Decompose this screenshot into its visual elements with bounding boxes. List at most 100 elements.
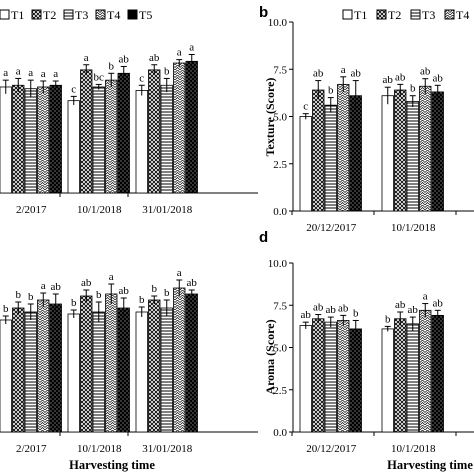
bar-t1 [0, 86, 12, 194]
y-tick-label: 0.0 [273, 427, 287, 439]
significance-letter: b [164, 287, 170, 299]
significance-letter: a [84, 52, 89, 64]
y-tick-label: 5.0 [273, 343, 287, 355]
bar-t5 [185, 60, 198, 194]
ylabel-texture: Texture (Score) [263, 78, 277, 157]
legend-right-label-t3: T3 [422, 8, 435, 22]
legend-left-label-t5: T5 [139, 8, 152, 22]
legend-left-item-t4: T4 [95, 8, 120, 22]
x-tick-label: 20/12/2017 [306, 443, 357, 455]
significance-letter: ab [351, 68, 362, 80]
bar-t5 [431, 91, 444, 212]
significance-letter: a [109, 271, 114, 283]
bar-t3 [24, 88, 37, 194]
significance-letter: b [139, 294, 145, 306]
significance-letter: b [328, 85, 334, 97]
xlabel-right: Harvesting time [387, 458, 473, 472]
y-tick-label: 5.0 [273, 112, 287, 124]
bar-t2 [148, 299, 161, 433]
x-tick-label: 2/2017 [16, 204, 47, 216]
significance-letter: b [109, 60, 115, 72]
significance-letter: c [71, 83, 76, 95]
bar-t1 [381, 95, 394, 212]
bar-t5 [349, 95, 362, 212]
legend-left-item-t1: T1 [0, 8, 24, 22]
bar-t2 [312, 89, 325, 212]
bar-t5 [117, 72, 130, 194]
bar-t2 [394, 318, 407, 433]
x-tick-label: 2/2017 [16, 443, 47, 455]
significance-letter: a [3, 67, 8, 79]
significance-letter: ab [149, 52, 160, 64]
significance-letter: b [164, 65, 170, 77]
y-tick-label: 10.0 [268, 258, 288, 270]
significance-letter: ab [119, 285, 130, 297]
significance-letter: b [3, 303, 9, 315]
significance-letter: a [189, 41, 194, 53]
legend-left-item-t2: T2 [31, 8, 56, 22]
bar-t1 [381, 328, 394, 433]
legend-right-label-t4: T4 [456, 8, 469, 22]
significance-letter: ab [395, 299, 406, 311]
bar-t3 [24, 311, 37, 433]
x-tick-label: 10/1/2018 [391, 443, 436, 455]
bar-t4 [419, 309, 432, 433]
significance-letter: b [28, 291, 34, 303]
bar-t2 [312, 318, 325, 433]
significance-letter: ab [420, 66, 431, 78]
x-tick-label: 31/01/2018 [142, 204, 193, 216]
bar-t5 [49, 303, 62, 433]
x-tick-label: 31/01/2018 [142, 443, 193, 455]
bar-t1 [67, 100, 80, 194]
legend-left-label-t1: T1 [11, 8, 24, 22]
y-tick-label: 10.0 [268, 17, 288, 29]
legend-left-label-t4: T4 [107, 8, 120, 22]
bar-t3 [406, 100, 419, 212]
bar-t2 [80, 295, 93, 433]
y-tick-label: 2.5 [273, 159, 287, 171]
legend-right-item-t3: T3 [410, 8, 435, 22]
y-tick-label: 0.0 [273, 206, 287, 218]
x-tick-label: 10/1/2018 [77, 204, 122, 216]
y-tick-label: 2.5 [273, 385, 287, 397]
bar-t3 [92, 86, 105, 194]
significance-letter: ab [119, 53, 130, 65]
y-tick-label: 7.5 [273, 64, 287, 76]
significance-letter: b [96, 289, 102, 301]
bar-t1 [67, 313, 80, 433]
legend-left-item-t5: T5 [127, 8, 152, 22]
significance-letter: b [152, 283, 158, 295]
significance-letter: ab [433, 72, 444, 84]
panel-letter-b: b [259, 4, 268, 21]
x-tick-label: 10/1/2018 [77, 443, 122, 455]
bar-t2 [12, 307, 25, 433]
significance-letter: ab [338, 302, 349, 314]
bar-t4 [37, 299, 50, 433]
bar-t1 [135, 311, 148, 433]
significance-letter: b [385, 313, 391, 325]
significance-letter: b [353, 307, 359, 319]
significance-letter: a [41, 68, 46, 80]
bar-t3 [160, 84, 173, 194]
panel-letter-d: d [259, 229, 268, 246]
significance-letter: ab [301, 309, 312, 321]
legend-right-label-t2: T2 [388, 8, 401, 22]
legend-left-label-t2: T2 [43, 8, 56, 22]
significance-letter: ab [383, 74, 394, 86]
significance-letter: a [177, 267, 182, 279]
bar-t4 [419, 85, 432, 212]
legend-right-item-t2: T2 [376, 8, 401, 22]
significance-letter: b [410, 83, 416, 95]
significance-letter: c [303, 101, 308, 113]
legend-right-item-t1: T1 [342, 8, 367, 22]
bar-t1 [299, 116, 312, 212]
bar-t2 [80, 69, 93, 194]
bar-t1 [299, 325, 312, 433]
bar-t4 [173, 62, 186, 194]
legend-right-label-t1: T1 [354, 8, 367, 22]
